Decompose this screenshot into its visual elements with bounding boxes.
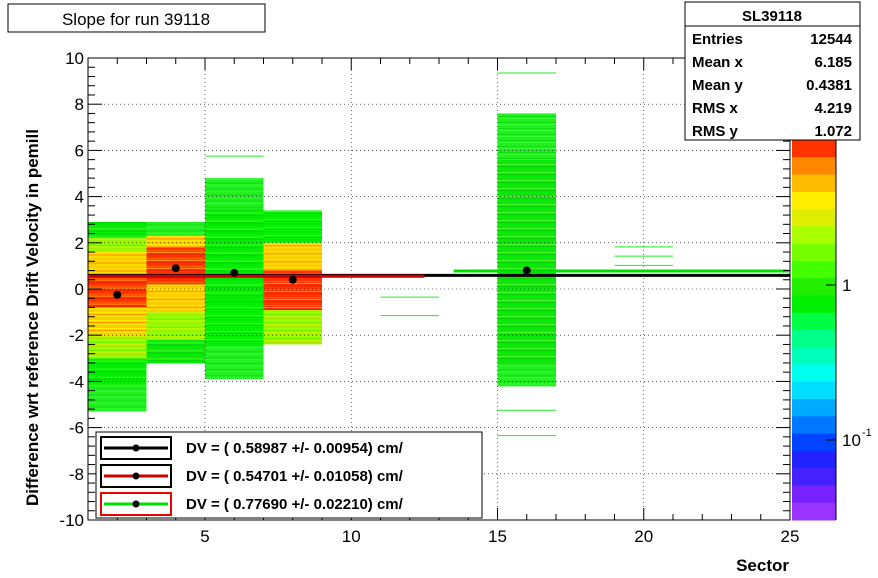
palette-swatch — [792, 295, 836, 314]
profile-point — [288, 275, 297, 284]
palette-swatch — [792, 312, 836, 331]
profile-point — [522, 266, 531, 275]
legend-point — [132, 444, 140, 452]
palette-swatch — [792, 260, 836, 279]
stats-title: SL39118 — [742, 8, 802, 25]
x-tick-label: 5 — [200, 527, 209, 546]
x-tick-label: 10 — [342, 527, 361, 546]
heat-cell — [146, 235, 205, 248]
legend-marker-box — [100, 464, 172, 488]
y-tick-label: 8 — [75, 95, 84, 114]
palette-swatch — [792, 416, 836, 435]
stats-label: RMS x — [692, 100, 739, 117]
y-tick-label: 0 — [75, 280, 84, 299]
heat-cell — [146, 312, 205, 340]
palette-swatch — [792, 364, 836, 383]
x-tick-label: 25 — [781, 527, 800, 546]
heat-bin — [205, 155, 264, 380]
heat-cell — [88, 222, 147, 239]
profile-point — [230, 268, 239, 277]
palette-swatch — [792, 485, 836, 504]
y-tick-label: 10 — [65, 49, 84, 68]
legend-marker-box — [100, 492, 172, 516]
y-axis-label: Difference wrt reference Drift Velocity … — [23, 129, 42, 506]
palette-swatch — [792, 157, 836, 176]
stats-label: RMS y — [692, 123, 739, 140]
heat-bin — [263, 210, 322, 345]
stats-label: Entries — [692, 31, 743, 48]
palette-tick-label: 10 — [842, 431, 861, 450]
legend-point — [132, 500, 140, 508]
profile-point — [171, 264, 180, 273]
chart-title: Slope for run 39118 — [62, 10, 210, 29]
fit-lines — [88, 269, 790, 278]
y-tick-label: -2 — [69, 326, 84, 345]
palette-swatch — [792, 243, 836, 262]
y-tick-label: -6 — [69, 419, 84, 438]
heat-bin — [88, 222, 147, 412]
heat-bin — [146, 222, 205, 364]
palette-swatch — [792, 174, 836, 193]
x-tick-label: 20 — [634, 527, 653, 546]
palette-swatch — [792, 381, 836, 400]
legend-text: DV = ( 0.58987 +/- 0.00954) cm/ — [186, 440, 404, 457]
palette-swatch — [792, 278, 836, 296]
stats-label: Mean x — [692, 54, 744, 71]
y-tick-label: 2 — [75, 234, 84, 253]
palette-swatch — [792, 209, 836, 227]
heat-bin — [380, 296, 439, 317]
palette-swatch — [792, 347, 836, 366]
x-tick-label: 15 — [488, 527, 507, 546]
palette-tick-exponent: -1 — [862, 427, 872, 439]
heat-cell — [146, 284, 205, 313]
profile-point — [113, 290, 122, 299]
legend-box: DV = ( 0.58987 +/- 0.00954) cm/DV = ( 0.… — [95, 431, 483, 519]
legend-marker-box — [100, 436, 172, 460]
stats-value: 0.4381 — [806, 77, 852, 94]
title-box: Slope for run 39118 — [7, 3, 266, 33]
palette-swatch — [792, 191, 836, 210]
palette-swatch — [792, 330, 836, 348]
stats-value: 12544 — [810, 31, 852, 48]
palette-swatch — [792, 226, 836, 245]
y-tick-label: -10 — [59, 511, 84, 530]
stats-label: Mean y — [692, 77, 744, 94]
color-palette: 1 10 -1 — [792, 140, 872, 521]
y-tick-label: 4 — [75, 188, 84, 207]
palette-swatch — [792, 502, 836, 521]
y-tick-label: 6 — [75, 141, 84, 160]
legend-point — [132, 472, 140, 480]
stats-value: 6.185 — [814, 54, 852, 71]
heat-bin — [497, 72, 556, 437]
stats-value: 4.219 — [814, 100, 852, 117]
palette-swatch — [792, 450, 836, 469]
heat-cell — [263, 242, 322, 271]
stats-box: SL39118 Entries 12544 Mean x 6.185 Mean y 0.4… — [684, 1, 861, 141]
palette-swatch — [792, 433, 836, 452]
heat-cell — [88, 307, 147, 336]
legend-text: DV = ( 0.77690 +/- 0.02210) cm/ — [186, 496, 404, 513]
palette-swatch — [792, 399, 836, 417]
x-axis-label: Sector — [736, 556, 789, 575]
profile-points — [113, 264, 531, 299]
legend-text: DV = ( 0.54701 +/- 0.01058) cm/ — [186, 468, 404, 485]
y-tick-label: -4 — [69, 372, 84, 391]
palette-swatch — [792, 140, 836, 158]
palette-swatch — [792, 468, 836, 486]
y-tick-label: -8 — [69, 465, 84, 484]
stats-value: 1.072 — [814, 123, 852, 140]
palette-tick-label: 1 — [842, 276, 851, 295]
